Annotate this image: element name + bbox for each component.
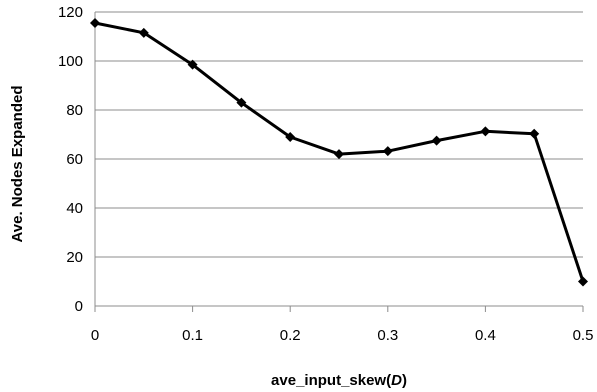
x-axis-title: ave_input_skew(D)	[271, 372, 407, 389]
y-axis-title: Ave. Nodes Expanded	[9, 86, 26, 243]
x-tick-label: 0.2	[280, 327, 301, 344]
y-tick-label: 120	[58, 4, 83, 21]
x-tick-labels: 0 0.1 0.2 0.3 0.4 0.5	[91, 327, 594, 344]
data-point-marker	[431, 135, 442, 146]
y-tick-label: 60	[66, 151, 83, 168]
data-point-marker	[480, 126, 491, 137]
data-point-marker	[529, 128, 540, 139]
x-tick-label: 0.4	[475, 327, 496, 344]
x-tick-label: 0.5	[573, 327, 594, 344]
y-tick-label: 80	[66, 102, 83, 119]
data-point-marker	[187, 59, 198, 70]
data-point-marker	[138, 27, 149, 38]
x-axis-title-close: )	[402, 372, 407, 389]
x-tick-label: 0.1	[182, 327, 203, 344]
x-axis-title-variable: D	[391, 372, 402, 389]
data-point-marker	[285, 131, 296, 142]
data-point-marker	[90, 18, 100, 29]
data-point-marker	[236, 97, 247, 108]
y-tick-label: 100	[58, 53, 83, 70]
y-tick-label: 40	[66, 200, 83, 217]
y-tick-label: 20	[66, 249, 83, 266]
data-point-marker	[382, 146, 393, 157]
x-tick-label: 0	[91, 327, 99, 344]
series	[90, 18, 588, 287]
data-point-marker	[334, 149, 344, 160]
data-point-marker	[578, 276, 588, 287]
x-tick-label: 0.3	[377, 327, 398, 344]
y-tick-label: 0	[75, 298, 83, 315]
axes	[94, 12, 584, 312]
x-axis-title-text: ave_input_skew(	[271, 372, 391, 389]
y-tick-labels: 0 20 40 60 80 100 120	[58, 4, 83, 315]
